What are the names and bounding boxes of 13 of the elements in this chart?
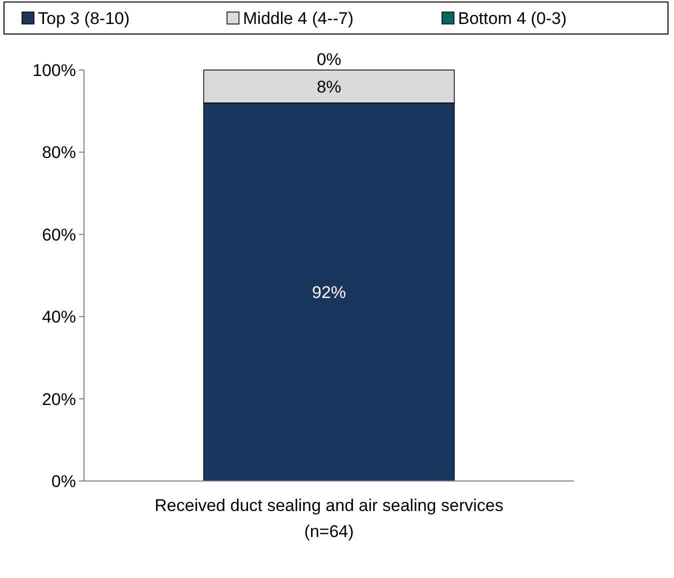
legend-label: Middle 4 (4--7) — [243, 8, 354, 28]
y-tick-label: 40% — [42, 308, 76, 327]
y-tick-label: 80% — [42, 143, 76, 162]
legend-label: Top 3 (8-10) — [38, 8, 130, 28]
data-label: 8% — [316, 77, 342, 96]
x-tick-label: Received duct sealing and air sealing services (n=64) — [154, 496, 504, 541]
y-tick-label: 0% — [51, 472, 76, 491]
y-tick-label: 60% — [42, 225, 76, 244]
legend-label: Bottom 4 (0-3) — [458, 8, 567, 28]
y-tick-label: 20% — [42, 390, 76, 409]
data-label: 0% — [316, 50, 342, 69]
y-tick-label: 100% — [32, 60, 76, 80]
data-label: 92% — [312, 282, 346, 302]
